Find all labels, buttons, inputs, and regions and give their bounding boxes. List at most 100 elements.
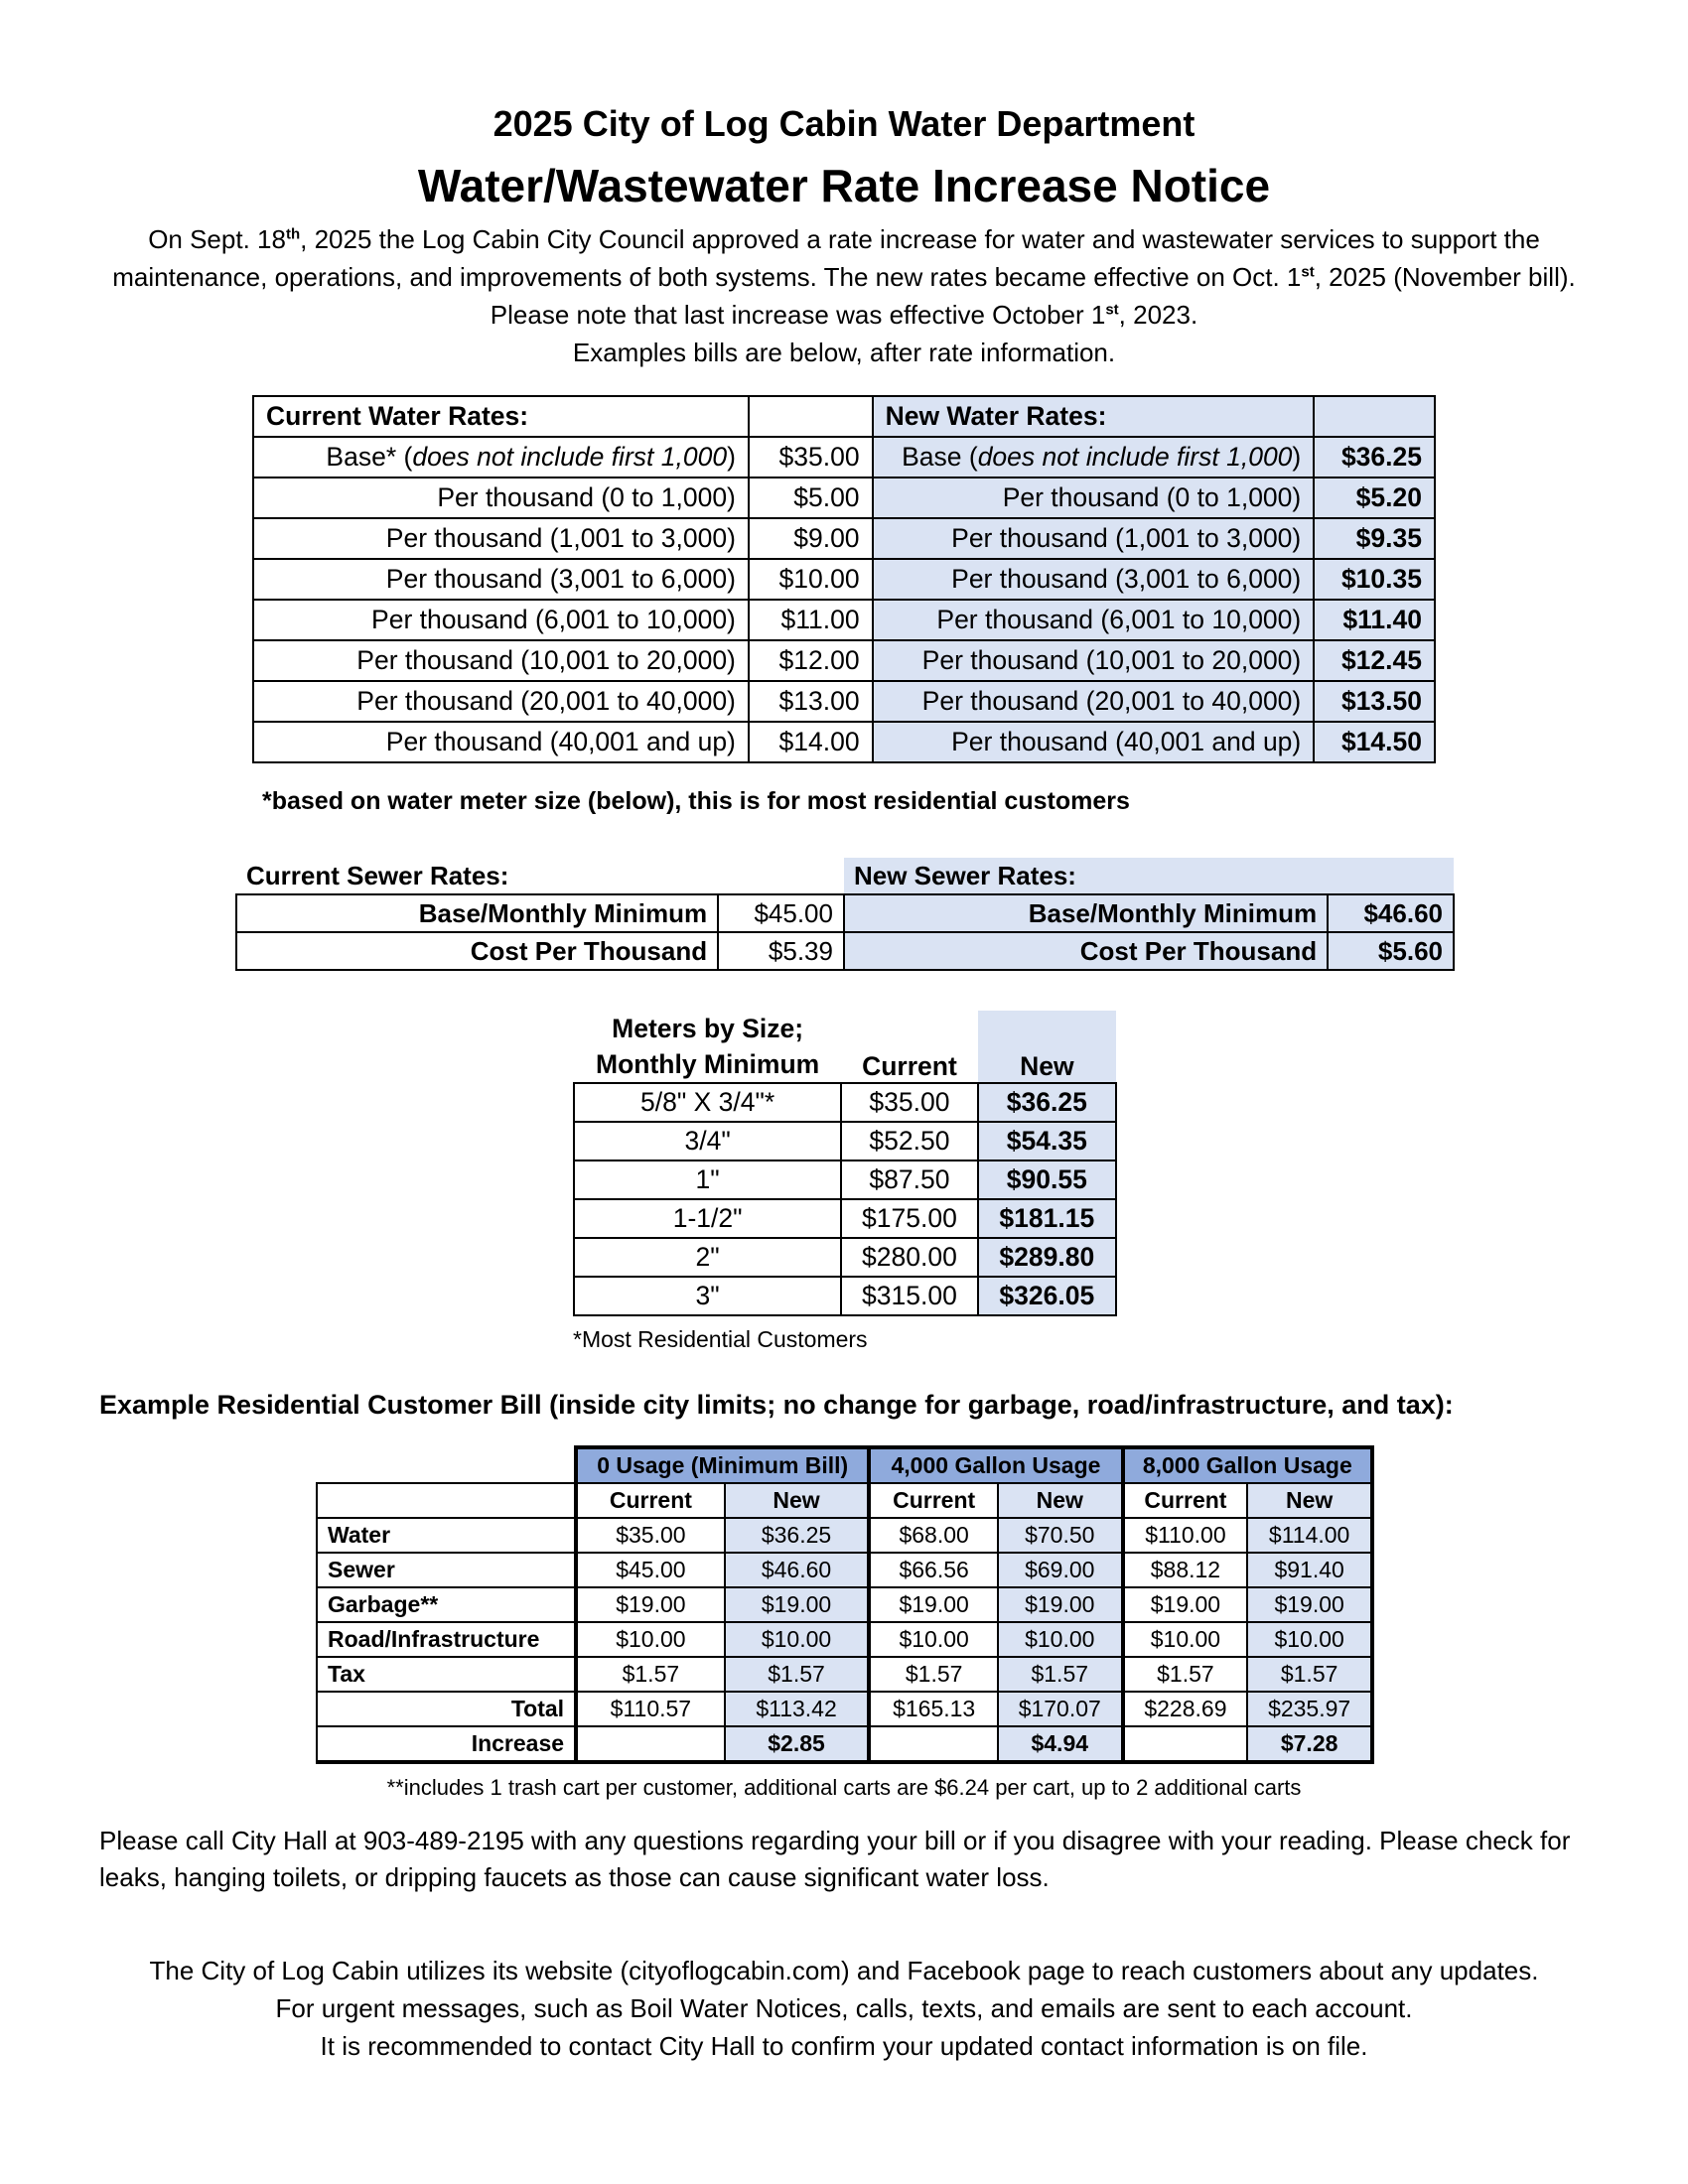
water-rate-new-label: Per thousand (0 to 1,000)	[871, 477, 1316, 519]
meter-size: 1-1/2"	[572, 1198, 843, 1239]
bill-value: $1.57	[723, 1656, 872, 1693]
meter-new: $181.15	[976, 1198, 1118, 1239]
empty-cell	[574, 1725, 726, 1764]
water-rate-label: Per thousand (3,001 to 6,000)	[252, 558, 750, 601]
meter-new: $90.55	[976, 1160, 1118, 1200]
bill-subheader: New	[996, 1482, 1125, 1519]
empty-cell	[868, 1725, 999, 1764]
intro-sup: th	[285, 225, 301, 243]
meters-header-line: Meters by Size;	[612, 1014, 804, 1043]
meter-current: $52.50	[840, 1121, 979, 1161]
water-rate-current: $9.00	[747, 517, 874, 560]
bill-increase-value: $2.85	[723, 1725, 872, 1764]
intro-note: Examples bills are below, after rate inf…	[572, 338, 1116, 367]
sewer-rate-label: Base/Monthly Minimum	[234, 893, 720, 933]
bill-group-header: 4,000 Gallon Usage	[868, 1445, 1125, 1484]
water-rate-label: Per thousand (0 to 1,000)	[252, 477, 750, 519]
sewer-rate-current: $45.00	[717, 893, 845, 933]
empty-cell	[1121, 1725, 1249, 1764]
intro-text: , 2025 the Log Cabin City Council approv…	[112, 224, 1540, 292]
sewer-rate-current: $5.39	[717, 931, 845, 971]
closing-block: The City of Log Cabin utilizes its websi…	[0, 1952, 1688, 2065]
bill-total-value: $228.69	[1121, 1691, 1249, 1727]
bill-subheader: Current	[574, 1482, 726, 1519]
water-rate-new: $36.25	[1313, 436, 1436, 478]
water-rate-label: Per thousand (10,001 to 20,000)	[252, 639, 750, 682]
bill-value: $70.50	[996, 1517, 1125, 1554]
bill-value: $1.57	[574, 1656, 726, 1693]
water-rate-new: $5.20	[1313, 477, 1436, 519]
new-water-rates-header: New Water Rates:	[871, 395, 1316, 438]
bill-subheader: New	[723, 1482, 872, 1519]
base-label-text: )	[727, 442, 736, 472]
water-rate-new-label: Per thousand (6,001 to 10,000)	[871, 599, 1316, 641]
sewer-rate-new: $5.60	[1327, 931, 1455, 971]
empty-cell	[1328, 858, 1454, 894]
bill-value: $110.00	[1121, 1517, 1249, 1554]
bill-value: $1.57	[996, 1656, 1125, 1693]
bill-value: $35.00	[574, 1517, 726, 1554]
meter-size: 3/4"	[572, 1121, 843, 1161]
empty-cell	[1313, 395, 1436, 438]
bill-value: $46.60	[723, 1552, 872, 1588]
bill-value: $66.56	[868, 1552, 999, 1588]
water-rate-current: $13.00	[747, 680, 874, 723]
water-rate-new: $13.50	[1313, 680, 1436, 723]
example-bill-heading: Example Residential Customer Bill (insid…	[99, 1390, 1454, 1420]
current-water-rates-header: Current Water Rates:	[252, 395, 750, 438]
sewer-rate-new-label: Cost Per Thousand	[842, 931, 1330, 971]
meter-size: 5/8" X 3/4"*	[572, 1082, 843, 1123]
bill-value: $19.00	[996, 1586, 1125, 1623]
bill-total-value: $235.97	[1246, 1691, 1374, 1727]
contact-paragraph: Please call City Hall at 903-489-2195 wi…	[99, 1826, 1571, 1892]
department-title: 2025 City of Log Cabin Water Department	[492, 103, 1196, 144]
bill-total-value: $110.57	[574, 1691, 726, 1727]
meter-current: $315.00	[840, 1276, 979, 1316]
bill-total-value: $113.42	[723, 1691, 872, 1727]
water-rate-new-label: Per thousand (1,001 to 3,000)	[871, 517, 1316, 560]
closing-line: It is recommended to contact City Hall t…	[320, 2031, 1368, 2061]
base-label-italic: does not include first 1,000	[412, 442, 728, 472]
bill-subheader: Current	[868, 1482, 999, 1519]
bill-value: $10.00	[1246, 1621, 1374, 1658]
water-rate-current: $11.00	[747, 599, 874, 641]
bill-value: $36.25	[723, 1517, 872, 1554]
closing-line: For urgent messages, such as Boil Water …	[275, 1993, 1413, 2023]
water-rate-new-label: Per thousand (3,001 to 6,000)	[871, 558, 1316, 601]
bill-value: $19.00	[723, 1586, 872, 1623]
meter-size: 2"	[572, 1237, 843, 1278]
base-label-italic: does not include first 1,000	[977, 442, 1293, 472]
bill-row-label: Water	[315, 1517, 578, 1554]
bill-value: $1.57	[1246, 1656, 1374, 1693]
water-rate-new: $10.35	[1313, 558, 1436, 601]
water-rates-table: Current Water Rates: New Water Rates: Ba…	[252, 395, 1436, 763]
water-rate-current: $12.00	[747, 639, 874, 682]
bill-row-label: Tax	[315, 1656, 578, 1693]
meters-new-header: New	[977, 1011, 1116, 1083]
bill-group-header: 0 Usage (Minimum Bill)	[574, 1445, 872, 1484]
base-label-text: Base (	[902, 442, 978, 472]
bill-increase-value: $7.28	[1246, 1725, 1374, 1764]
bill-increase-value: $4.94	[996, 1725, 1125, 1764]
water-rate-new: $12.45	[1313, 639, 1436, 682]
bill-value: $10.00	[996, 1621, 1125, 1658]
bill-total-label: Total	[315, 1691, 578, 1727]
water-rate-new-label: Per thousand (40,001 and up)	[871, 721, 1316, 763]
sewer-rates-table: Current Sewer Rates: New Sewer Rates: Ba…	[234, 858, 1455, 971]
bill-total-value: $165.13	[868, 1691, 999, 1727]
bill-value: $19.00	[574, 1586, 726, 1623]
sewer-rate-new-label: Base/Monthly Minimum	[842, 893, 1330, 933]
bill-row-label: Garbage**	[315, 1586, 578, 1623]
current-sewer-rates-header: Current Sewer Rates:	[246, 860, 509, 890]
intro-text: , 2023.	[1118, 300, 1198, 330]
bill-value: $88.12	[1121, 1552, 1249, 1588]
water-rate-new-label: Base (does not include first 1,000)	[871, 436, 1316, 478]
meter-size: 1"	[572, 1160, 843, 1200]
empty-cell	[718, 858, 844, 894]
water-rate-label: Per thousand (20,001 to 40,000)	[252, 680, 750, 723]
intro-text: On Sept. 18	[148, 224, 286, 254]
meters-table: Meters by Size; Monthly Minimum Current N…	[572, 1011, 1118, 1316]
water-rate-current: $5.00	[747, 477, 874, 519]
meters-header-line: Monthly Minimum	[596, 1049, 820, 1079]
water-rates-footnote: *based on water meter size (below), this…	[262, 787, 1130, 815]
